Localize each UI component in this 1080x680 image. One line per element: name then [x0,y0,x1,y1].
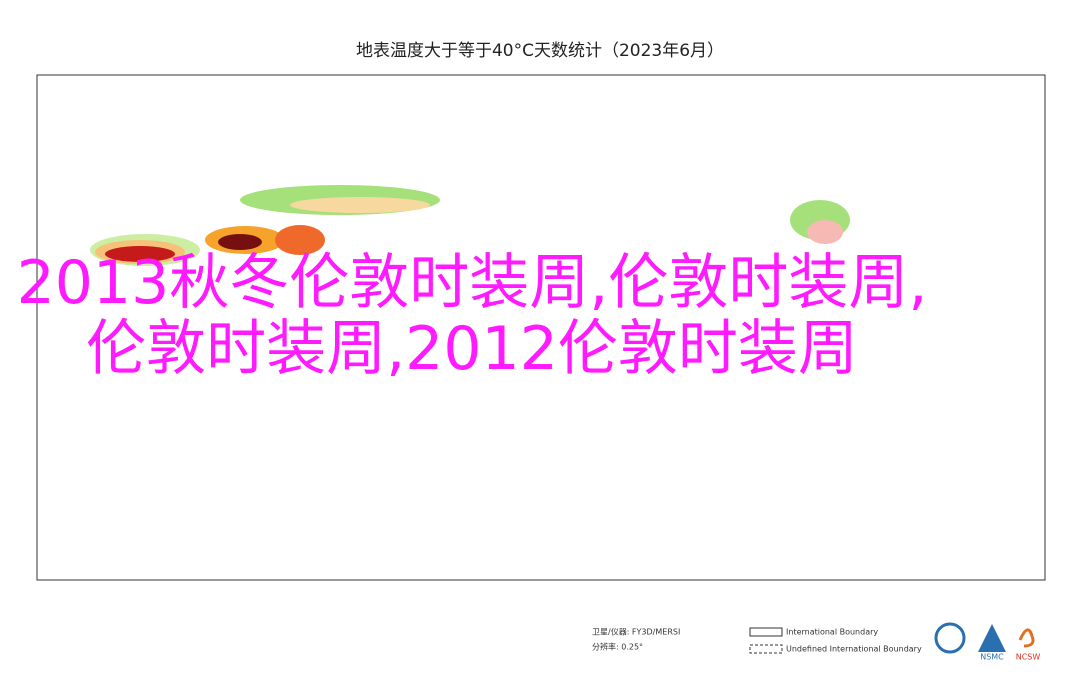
map-frame [36,74,1046,581]
boundary-label: International Boundary [786,628,878,637]
info: 卫星/仪器: FY3D/MERSI 分辨率: 0.25° [592,628,680,652]
boundary-legend: International Boundary Undefined Interna… [749,627,922,654]
logo-text: NCSW [1016,653,1041,662]
logos: NSMC NCSW [934,622,1041,662]
logo-text: NSMC [980,653,1004,662]
resolution: 分辨率: 0.25° [592,642,643,652]
overlay-text: 2013秋冬伦敦时装周,伦敦时装周,伦敦时装周,2012伦敦时装周 [16,248,928,384]
boundary-label: Undefined International Boundary [786,645,922,654]
heat-areas [90,185,850,266]
instrument: 卫星/仪器: FY3D/MERSI [592,628,680,637]
map-title: 地表温度大于等于40°C天数统计（2023年6月） [355,41,725,61]
